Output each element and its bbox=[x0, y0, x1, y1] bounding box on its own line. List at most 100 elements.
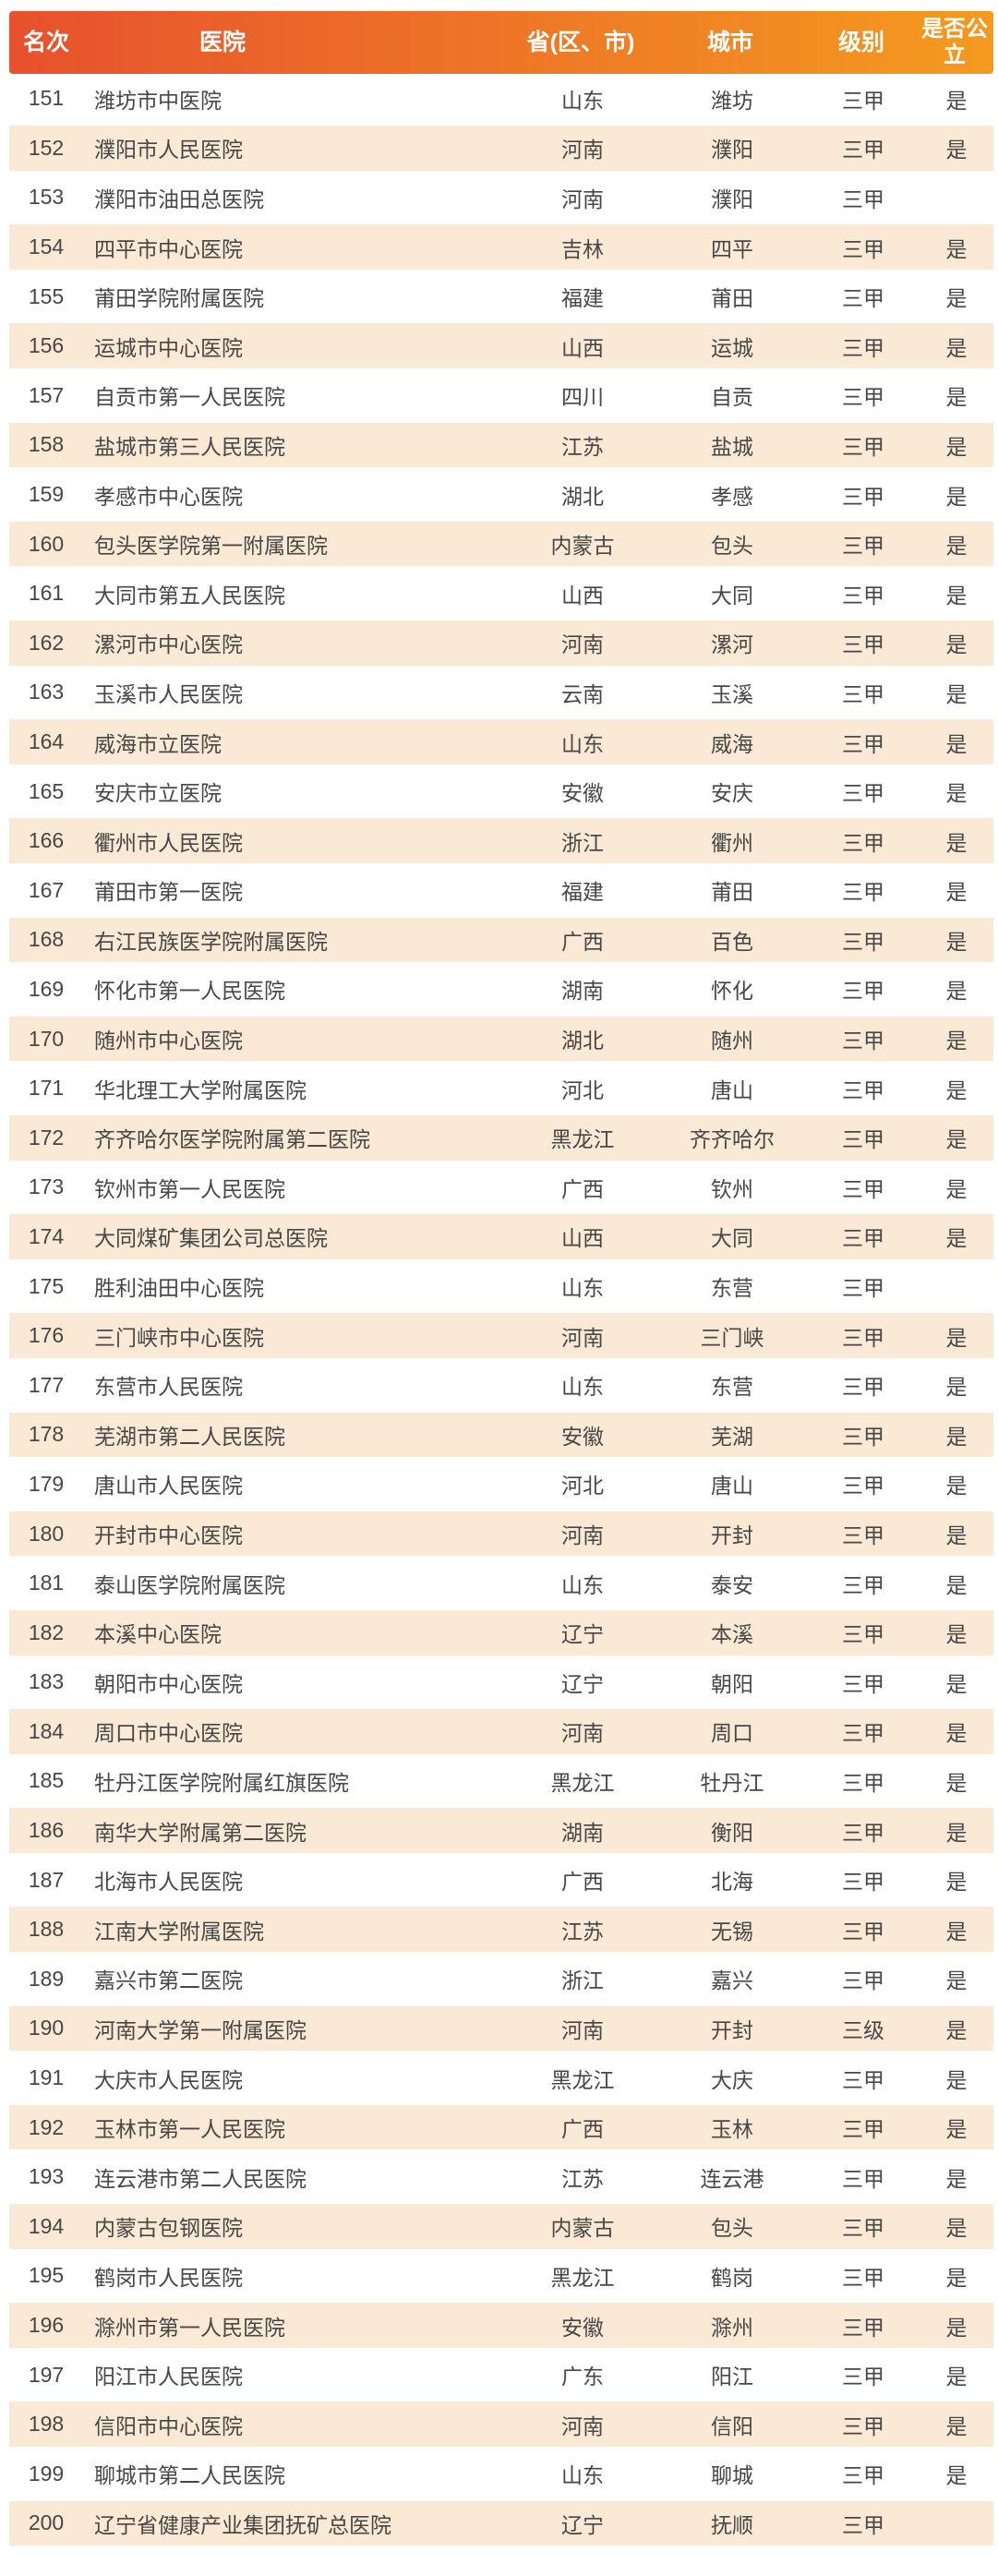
table-row: 194 内蒙古包钢医院 内蒙古 包头 三甲 是 bbox=[9, 2202, 993, 2252]
cell-rank: 158 bbox=[28, 432, 65, 457]
cell-rank: 168 bbox=[28, 927, 65, 952]
cell-level: 三甲 bbox=[842, 1820, 884, 1845]
cell-hospital: 芜湖市第二人民医院 bbox=[94, 1424, 285, 1449]
cell-public: 是 bbox=[945, 1919, 968, 1944]
cell-rank: 197 bbox=[28, 2362, 65, 2387]
cell-level: 三甲 bbox=[842, 880, 884, 905]
cell-province: 江苏 bbox=[561, 2166, 604, 2191]
table-header-row: 名次 医院 省(区、市) 城市 级别 是否公立 bbox=[9, 11, 993, 74]
cell-province: 吉林 bbox=[561, 236, 604, 261]
cell-public: 是 bbox=[945, 731, 968, 756]
cell-hospital: 濮阳市油田总医院 bbox=[94, 187, 264, 211]
table-row: 180 开封市中心医院 河南 开封 三甲 是 bbox=[9, 1509, 993, 1559]
table-row: 154 四平市中心医院 吉林 四平 三甲 是 bbox=[9, 223, 993, 272]
column-header-hospital: 医院 bbox=[199, 29, 246, 55]
cell-rank: 191 bbox=[28, 2065, 65, 2090]
cell-level: 三甲 bbox=[842, 2067, 884, 2092]
cell-level: 三甲 bbox=[842, 2512, 884, 2537]
table-row: 185 牡丹江医学院附属红旗医院 黑龙江 牡丹江 三甲 是 bbox=[9, 1756, 993, 1806]
cell-city: 四平 bbox=[711, 236, 753, 261]
cell-hospital: 潍坊市中医院 bbox=[94, 88, 222, 113]
cell-province: 广西 bbox=[561, 1176, 604, 1201]
cell-province: 四川 bbox=[561, 385, 604, 410]
cell-hospital: 周口市中心医院 bbox=[94, 1721, 243, 1746]
table-row: 177 东营市人民医院 山东 东营 三甲 是 bbox=[9, 1360, 993, 1410]
cell-level: 三甲 bbox=[842, 2216, 884, 2241]
cell-hospital: 包头医学院第一附属医院 bbox=[94, 534, 328, 559]
cell-hospital: 四平市中心医院 bbox=[94, 236, 243, 261]
cell-hospital: 信阳市中心医院 bbox=[94, 2413, 243, 2438]
cell-level: 三甲 bbox=[842, 1424, 884, 1449]
cell-province: 河南 bbox=[561, 1721, 604, 1746]
cell-public: 是 bbox=[945, 484, 968, 509]
cell-public: 是 bbox=[945, 1968, 968, 1993]
cell-public: 是 bbox=[945, 781, 968, 806]
cell-hospital: 衢州市人民医院 bbox=[94, 830, 243, 855]
cell-province: 安徽 bbox=[561, 781, 604, 806]
table-row: 189 嘉兴市第二医院 浙江 嘉兴 三甲 是 bbox=[9, 1955, 993, 2004]
table-row: 159 孝感市中心医院 湖北 孝感 三甲 是 bbox=[9, 470, 993, 520]
cell-province: 山东 bbox=[561, 731, 604, 756]
cell-city: 唐山 bbox=[711, 1077, 753, 1102]
cell-city: 怀化 bbox=[711, 979, 753, 1004]
cell-province: 河南 bbox=[561, 1325, 604, 1350]
cell-city: 芜湖 bbox=[711, 1424, 753, 1449]
cell-hospital: 河南大学第一附属医院 bbox=[94, 2017, 307, 2042]
cell-province: 安徽 bbox=[561, 2315, 604, 2340]
table-row: 160 包头医学院第一附属医院 内蒙古 包头 三甲 是 bbox=[9, 519, 993, 569]
cell-province: 山东 bbox=[561, 88, 604, 113]
cell-rank: 196 bbox=[28, 2313, 65, 2338]
table-row: 176 三门峡市中心医院 河南 三门峡 三甲 是 bbox=[9, 1311, 993, 1361]
cell-rank: 184 bbox=[28, 1718, 65, 1743]
cell-level: 三甲 bbox=[842, 583, 884, 608]
cell-rank: 198 bbox=[28, 2412, 65, 2437]
table-row: 165 安庆市立医院 安徽 安庆 三甲 是 bbox=[9, 766, 993, 816]
cell-level: 三甲 bbox=[842, 1077, 884, 1102]
table-row: 178 芜湖市第二人民医院 安徽 芜湖 三甲 是 bbox=[9, 1410, 993, 1460]
cell-rank: 156 bbox=[28, 333, 65, 358]
cell-public: 是 bbox=[945, 534, 968, 559]
cell-level: 三甲 bbox=[842, 681, 884, 706]
cell-level: 三甲 bbox=[842, 1671, 884, 1696]
cell-city: 濮阳 bbox=[711, 138, 753, 163]
cell-public: 是 bbox=[945, 138, 968, 163]
cell-rank: 199 bbox=[28, 2461, 65, 2486]
cell-public: 是 bbox=[945, 1127, 968, 1152]
cell-city: 自贡 bbox=[711, 385, 753, 410]
cell-rank: 172 bbox=[28, 1125, 65, 1150]
cell-level: 三甲 bbox=[842, 2117, 884, 2142]
table-row: 190 河南大学第一附属医院 河南 开封 三级 是 bbox=[9, 2004, 993, 2053]
cell-province: 湖北 bbox=[561, 1029, 604, 1053]
cell-public: 是 bbox=[945, 1721, 968, 1746]
table-row: 151 潍坊市中医院 山东 潍坊 三甲 是 bbox=[9, 74, 993, 124]
cell-city: 信阳 bbox=[711, 2413, 753, 2438]
cell-public: 是 bbox=[945, 2365, 968, 2389]
cell-level: 三甲 bbox=[842, 731, 884, 756]
cell-province: 福建 bbox=[561, 880, 604, 905]
cell-rank: 181 bbox=[28, 1571, 65, 1595]
cell-public: 是 bbox=[945, 88, 968, 113]
cell-public: 是 bbox=[945, 1671, 968, 1696]
cell-province: 山西 bbox=[561, 335, 604, 360]
cell-rank: 176 bbox=[28, 1323, 65, 1348]
cell-hospital: 自贡市第一人民医院 bbox=[94, 385, 285, 410]
cell-level: 三甲 bbox=[842, 187, 884, 211]
cell-city: 安庆 bbox=[711, 781, 753, 806]
cell-hospital: 江南大学附属医院 bbox=[94, 1919, 264, 1944]
cell-hospital: 玉林市第一人民医院 bbox=[94, 2117, 285, 2142]
cell-hospital: 安庆市立医院 bbox=[94, 781, 222, 806]
cell-rank: 152 bbox=[28, 135, 65, 160]
column-header-city: 城市 bbox=[706, 29, 753, 55]
table-row: 157 自贡市第一人民医院 四川 自贡 三甲 是 bbox=[9, 371, 993, 421]
cell-public: 是 bbox=[945, 385, 968, 410]
cell-province: 河北 bbox=[561, 1474, 604, 1499]
cell-public: 是 bbox=[945, 2315, 968, 2340]
cell-city: 玉林 bbox=[711, 2117, 753, 2142]
cell-province: 河南 bbox=[561, 632, 604, 657]
cell-level: 三甲 bbox=[842, 830, 884, 855]
cell-level: 三甲 bbox=[842, 1029, 884, 1053]
cell-hospital: 华北理工大学附属医院 bbox=[94, 1077, 307, 1102]
table-row: 187 北海市人民医院 广西 北海 三甲 是 bbox=[9, 1855, 993, 1905]
cell-rank: 183 bbox=[28, 1669, 65, 1694]
cell-city: 莆田 bbox=[711, 880, 753, 905]
